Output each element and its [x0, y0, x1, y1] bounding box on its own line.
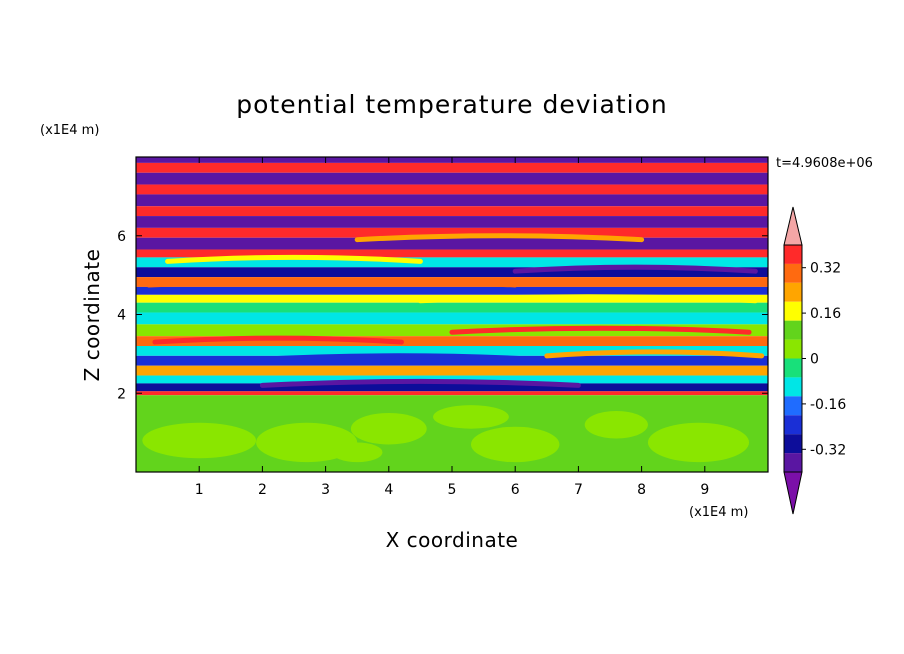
- x-tick-label-0: 1: [195, 482, 204, 498]
- y-tick-label-1: 4: [117, 308, 126, 324]
- contour-blob-2: [350, 412, 427, 445]
- contour-band-7: [136, 227, 768, 238]
- colorbar-bottom-arrow: [783, 471, 803, 515]
- chart-title: potential temperature deviation: [236, 90, 667, 119]
- y-tick-label-0: 2: [117, 386, 126, 402]
- colorbar-segment-11: [784, 453, 802, 472]
- time-label: t=4.9608e+06: [776, 156, 873, 171]
- colorbar-segment-8: [784, 396, 802, 416]
- colorbar-segment-6: [784, 358, 802, 378]
- x-tick-label-4: 5: [448, 482, 457, 498]
- contour-streak-2: [152, 335, 404, 345]
- colorbar-label-4: -0.32: [810, 442, 846, 458]
- x-tick-label-6: 7: [574, 482, 583, 498]
- contour-blob-3: [470, 426, 560, 463]
- contour-streak-3: [449, 325, 752, 335]
- contour-band-18: [136, 336, 768, 346]
- contour-streak-9: [354, 233, 645, 243]
- y-tick-label-2: 6: [117, 229, 126, 245]
- contour-band-21: [136, 365, 768, 376]
- contour-band-20: [136, 355, 768, 366]
- contour-band-9: [136, 249, 768, 258]
- contour-band-2: [136, 172, 768, 185]
- colorbar-segment-0: [784, 245, 802, 264]
- colorbar-segment-10: [784, 434, 802, 454]
- contour-band-16: [136, 312, 768, 325]
- colorbar-segment-9: [784, 415, 802, 435]
- contour-band-8: [136, 237, 768, 250]
- contour-streak-4: [247, 353, 550, 363]
- contour-streak-6: [259, 378, 581, 388]
- x-tick-label-3: 4: [384, 482, 393, 498]
- colorbar-segment-4: [784, 320, 802, 340]
- contour-streak-1: [417, 294, 758, 304]
- contour-band-5: [136, 206, 768, 217]
- contour-streak-8: [512, 264, 758, 274]
- colorbar-label-2: 0: [810, 352, 819, 368]
- contour-band-10: [136, 257, 768, 268]
- x-tick-label-7: 8: [637, 482, 646, 498]
- contour-blob-6: [584, 410, 648, 439]
- colorbar-segment-3: [784, 301, 802, 321]
- contour-band-23: [136, 383, 768, 392]
- colorbar: 0.32 0.16 0 -0.16 -0.32: [783, 206, 846, 515]
- plot-area: [136, 157, 768, 472]
- contour-blob-0: [142, 422, 257, 459]
- colorbar-label-3: -0.16: [810, 397, 846, 413]
- x-axis-label: X coordinate: [386, 528, 519, 552]
- colorbar-label-0: 0.32: [810, 261, 841, 277]
- contour-band-24: [136, 391, 768, 396]
- x-axis-unit: (x1E4 m): [689, 505, 748, 520]
- colorbar-segment-1: [784, 263, 802, 283]
- colorbar-segment-5: [784, 339, 802, 359]
- contour-streak-7: [165, 254, 423, 264]
- contour-band-3: [136, 184, 768, 195]
- contour-streak-5: [544, 349, 765, 359]
- contour-band-15: [136, 302, 768, 313]
- contour-band-19: [136, 346, 768, 356]
- colorbar-segment-2: [784, 282, 802, 302]
- x-axis: 1 2 3 4 5 6 7 8 9: [195, 157, 709, 498]
- contour-streak-0: [146, 278, 518, 288]
- contour-band-11: [136, 267, 768, 278]
- contour-blob-4: [647, 422, 750, 463]
- x-tick-label-2: 3: [321, 482, 330, 498]
- y-axis-unit: (x1E4 m): [40, 123, 99, 138]
- contour-band-6: [136, 216, 768, 228]
- contour-band-1: [136, 162, 768, 173]
- x-tick-label-5: 6: [511, 482, 520, 498]
- contour-blob-7: [331, 442, 383, 463]
- y-axis-label: Z coordinate: [80, 249, 104, 382]
- contour-blob-5: [433, 405, 509, 429]
- colorbar-top-arrow: [783, 206, 803, 246]
- x-tick-label-1: 2: [258, 482, 267, 498]
- colorbar-label-1: 0.16: [810, 306, 841, 322]
- colorbar-segment-7: [784, 377, 802, 397]
- x-tick-label-8: 9: [700, 482, 709, 498]
- contour-band-13: [136, 286, 768, 295]
- y-axis: 2 4 6: [117, 229, 768, 402]
- contour-band-4: [136, 194, 768, 207]
